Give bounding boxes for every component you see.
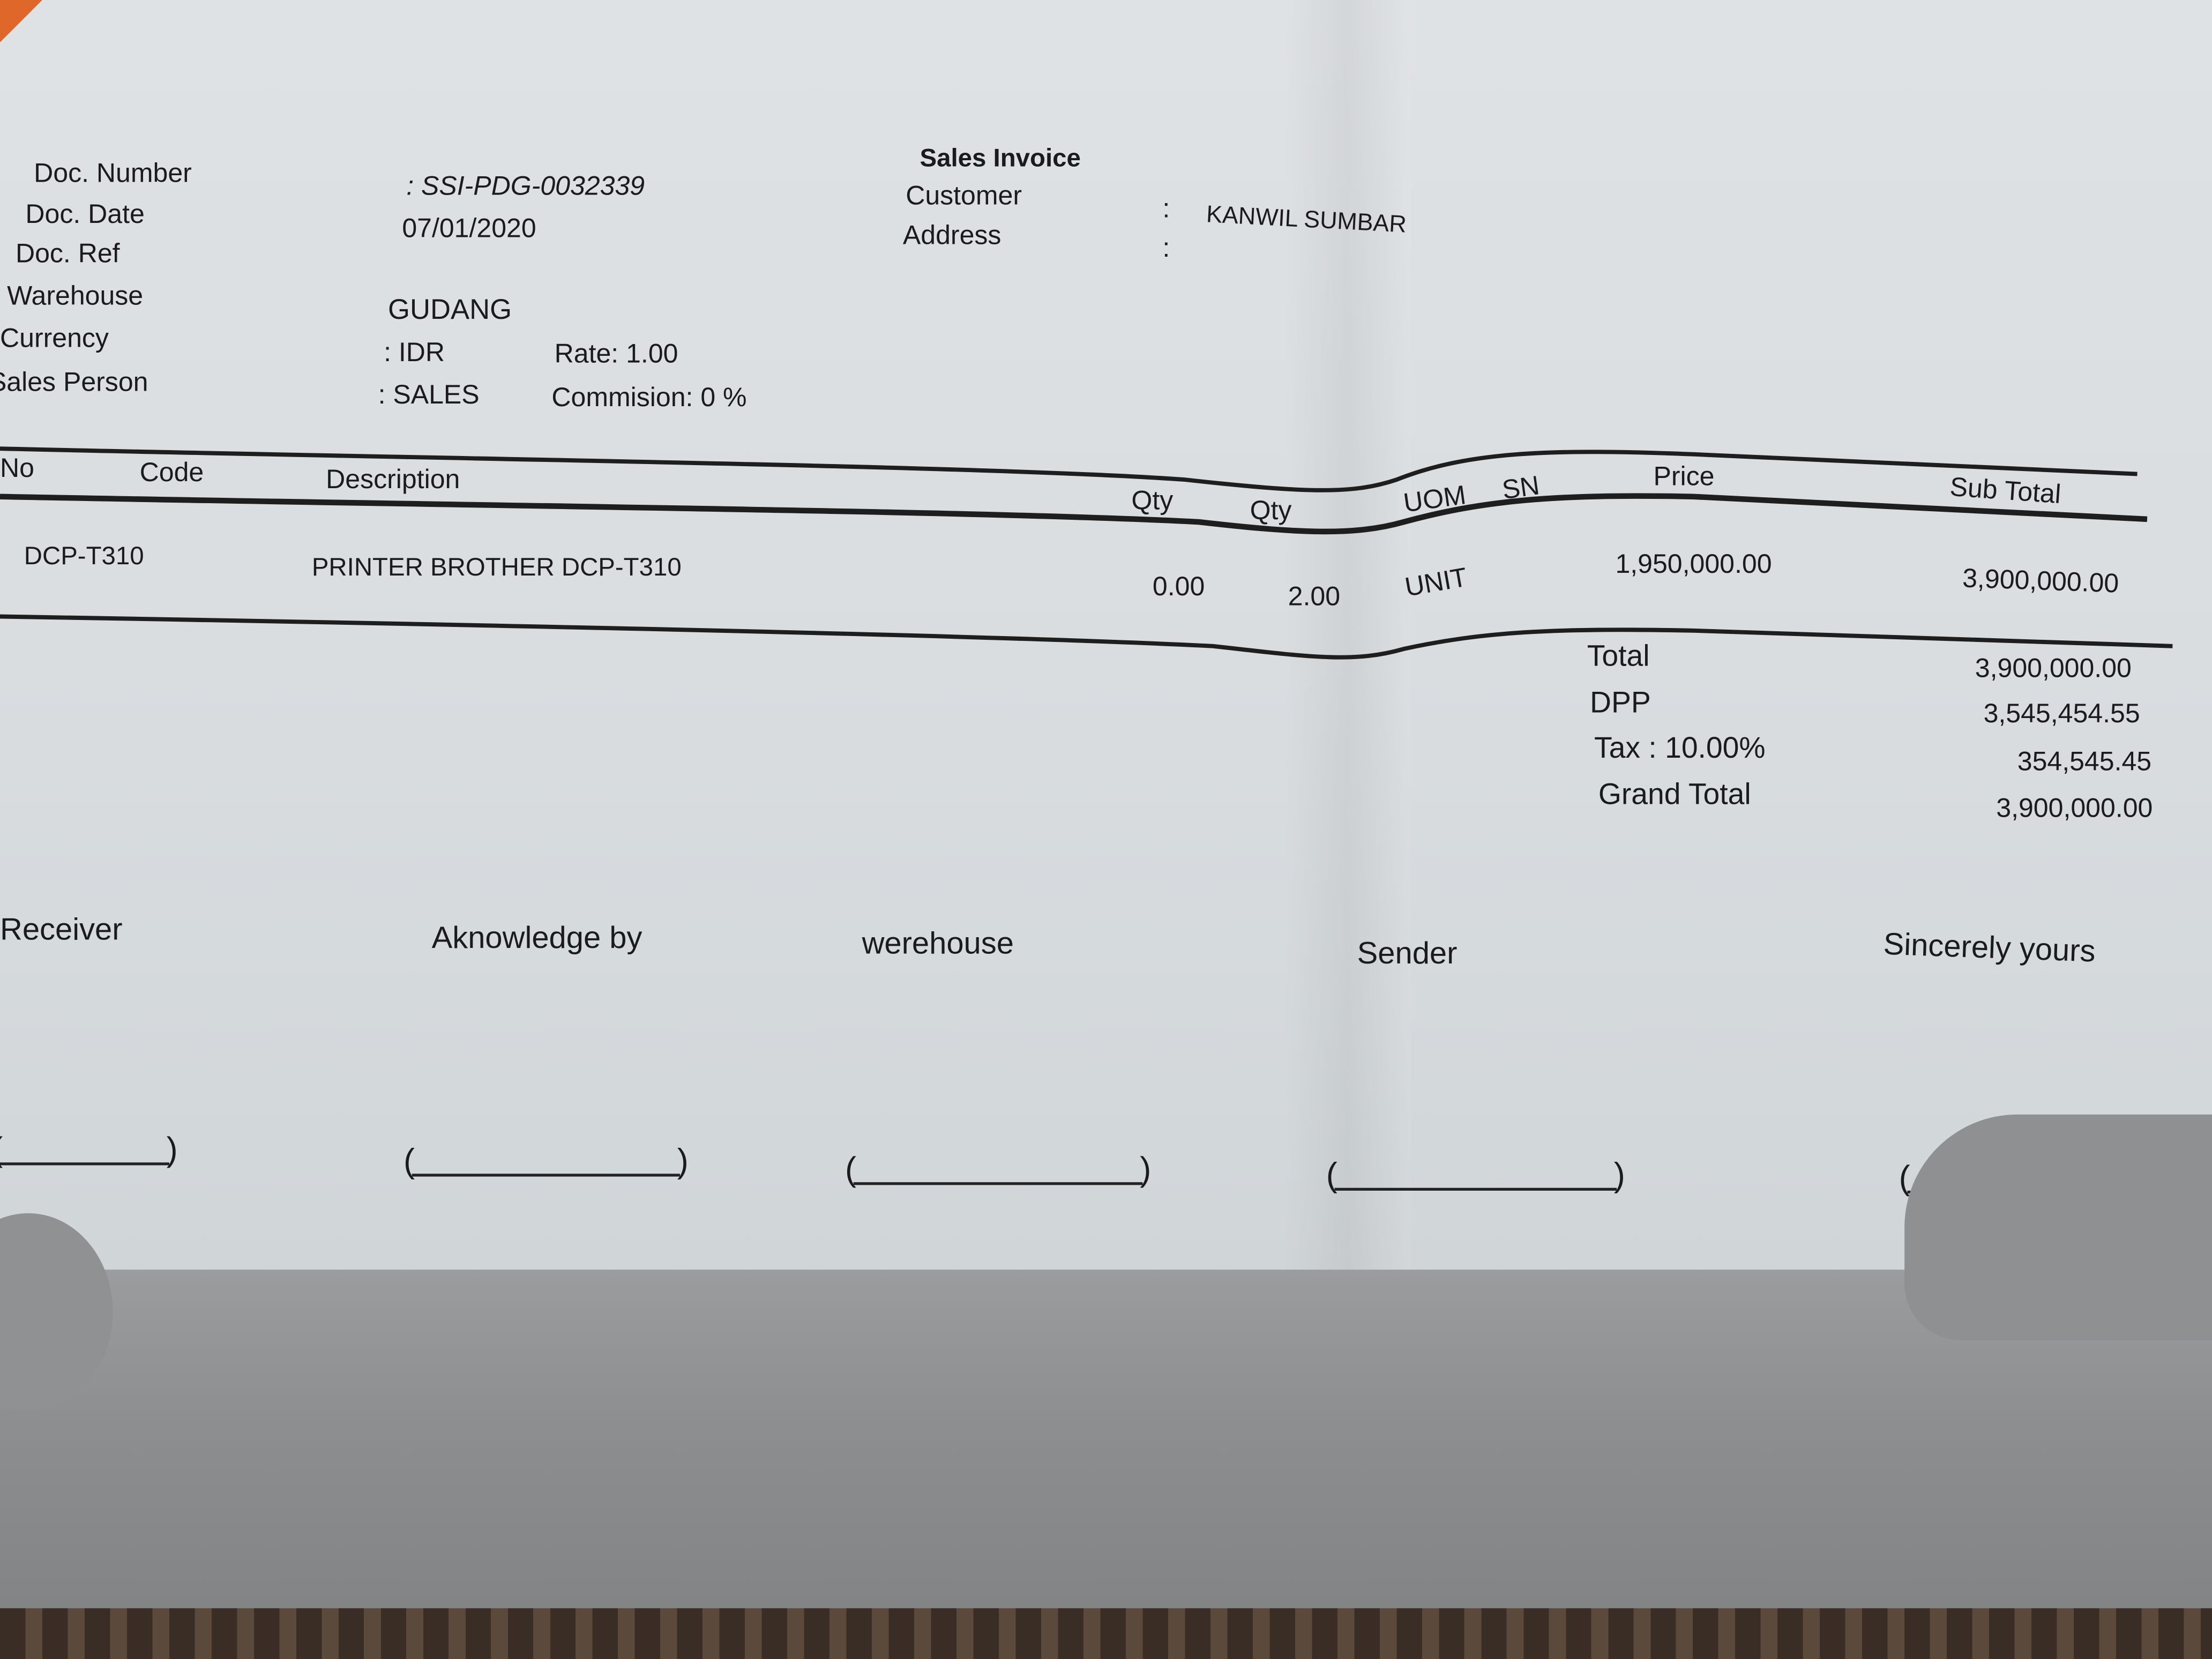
- item-code: DCP-T310: [24, 541, 144, 570]
- doc-number-label: Doc. Number: [34, 159, 192, 189]
- doc-date-value: 07/01/2020: [402, 214, 536, 244]
- customer-separator: :: [1162, 195, 1170, 225]
- signature-acknowledge-label: Aknowledge by: [431, 920, 642, 955]
- finger-shadow: [1904, 1114, 2212, 1341]
- item-qty-2: 2.00: [1288, 582, 1341, 612]
- tax-label: Tax : 10.00%: [1594, 732, 1766, 765]
- item-subtotal: 3,900,000.00: [1962, 564, 2120, 600]
- orange-corner: [0, 0, 42, 42]
- table-top-rule: [0, 446, 2138, 492]
- grand-total-value: 3,900,000.00: [1996, 794, 2153, 824]
- address-label: Address: [902, 221, 1002, 251]
- sales-person-value: : SALES: [378, 380, 480, 411]
- signature-receiver-label: Receiver: [0, 911, 123, 947]
- signature-sincerely-label: Sincerely yours: [1882, 926, 2096, 969]
- column-qty-2: Qty: [1250, 496, 1292, 526]
- column-sn: SN: [1500, 472, 1542, 506]
- total-value: 3,900,000.00: [1975, 654, 2132, 684]
- signature-line-receiver: [0, 1131, 178, 1171]
- hand-shadow: [0, 1269, 2212, 1659]
- currency-value: : IDR: [384, 338, 445, 369]
- signature-line-warehouse: [845, 1151, 1151, 1191]
- total-label: Total: [1587, 640, 1650, 673]
- doc-date-label: Doc. Date: [25, 200, 145, 230]
- customer-label: Customer: [906, 182, 1022, 212]
- doc-number-value: : SSI-PDG-0032339: [406, 172, 645, 202]
- sales-person-label: Sales Person: [0, 368, 148, 398]
- signature-line-acknowledge: [403, 1142, 689, 1182]
- column-no: No: [0, 454, 34, 484]
- column-description: Description: [326, 465, 460, 496]
- signature-line-sender: [1326, 1157, 1625, 1197]
- item-price: 1,950,000.00: [1615, 550, 1772, 580]
- table-bottom-rule: [0, 614, 2173, 660]
- signature-sender-label: Sender: [1357, 935, 1458, 971]
- commission-value: Commision: 0 %: [551, 384, 747, 414]
- warehouse-value: GUDANG: [387, 295, 512, 326]
- item-qty-1: 0.00: [1152, 572, 1205, 603]
- document-title: Sales Invoice: [920, 144, 1081, 173]
- currency-label: Currency: [0, 324, 109, 354]
- dpp-label: DPP: [1590, 687, 1651, 720]
- grand-total-label: Grand Total: [1598, 779, 1751, 811]
- paper-fold: [1283, 0, 1411, 1270]
- doc-ref-label: Doc. Ref: [15, 240, 120, 270]
- background-surface: [0, 1608, 2212, 1659]
- rate-value: Rate: 1.00: [554, 340, 678, 370]
- dpp-value: 3,545,454.55: [1983, 699, 2140, 730]
- table-header-rule: [0, 493, 2148, 535]
- address-separator: :: [1162, 234, 1170, 264]
- signature-warehouse-label: werehouse: [862, 925, 1014, 961]
- tax-value: 354,545.45: [2017, 748, 2152, 778]
- column-code: Code: [139, 458, 204, 488]
- item-description: PRINTER BROTHER DCP-T310: [311, 553, 682, 581]
- warehouse-label: Warehouse: [7, 282, 144, 312]
- column-price: Price: [1653, 462, 1715, 492]
- column-qty-1: Qty: [1131, 487, 1174, 517]
